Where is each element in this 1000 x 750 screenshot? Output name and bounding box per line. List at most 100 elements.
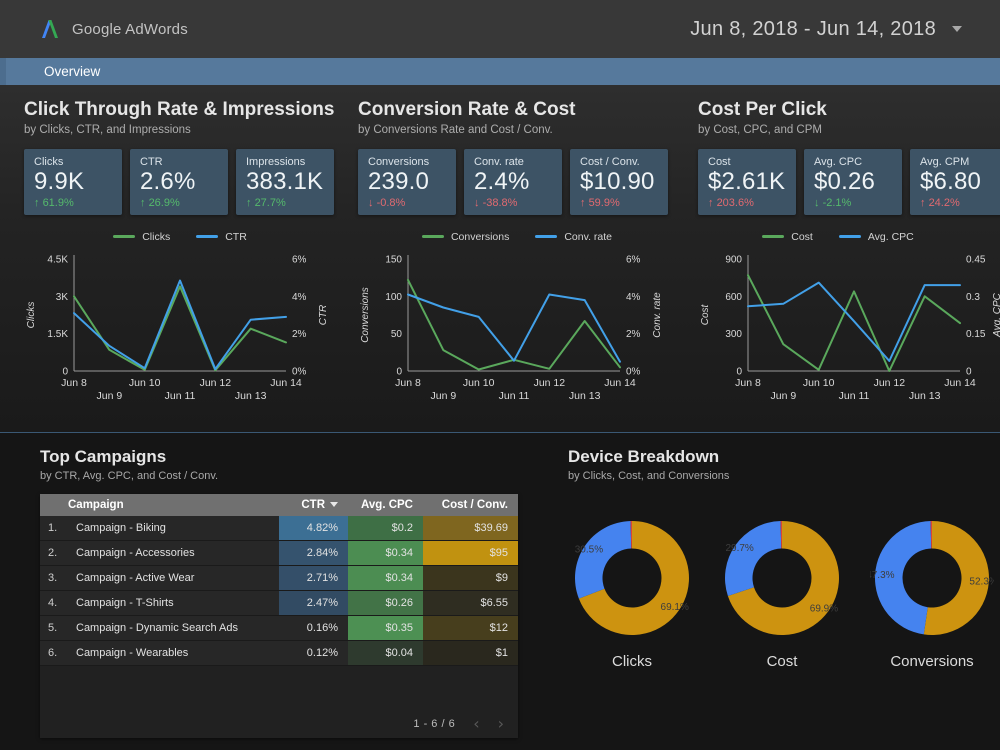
- scorecard-label: Impressions: [246, 156, 306, 168]
- scorecard-value: 2.6%: [140, 168, 196, 195]
- legend-label: Conversions: [450, 230, 510, 243]
- delta-value: 203.6%: [716, 196, 754, 209]
- scorecard-value: 9.9K: [34, 168, 85, 195]
- scorecard-label: Conv. rate: [474, 156, 524, 168]
- scorecard-cost-conv-: Cost / Conv. $10.90 ↑ 59.9%: [570, 149, 668, 215]
- row-rank: 5.: [48, 622, 58, 634]
- pagination-label: 1 - 6 / 6: [413, 718, 456, 730]
- legend-item-conv-rate: Conv. rate: [535, 231, 612, 243]
- ctr-cell: 4.82%: [279, 516, 348, 540]
- table-row: 5. Campaign - Dynamic Search Ads 0.16% $0.3…: [40, 616, 518, 641]
- section-title: Click Through Rate & Impressions: [24, 99, 335, 120]
- donut-device_conversions: 52.3% 47.3% Conversions: [866, 516, 998, 670]
- svg-text:69.9%: 69.9%: [810, 603, 838, 614]
- pagination-prev-button[interactable]: ‹: [473, 714, 480, 733]
- legend-swatch: [421, 235, 444, 239]
- column-header-cost-conv[interactable]: Cost / Conv.: [441, 499, 508, 511]
- column-header-ctr[interactable]: CTR: [279, 499, 348, 511]
- cost-conv-cell: $95: [423, 541, 518, 565]
- ctr-cell: 0.12%: [279, 641, 348, 665]
- scorecard-label: Cost / Conv.: [580, 156, 640, 168]
- campaign-cell: 4. Campaign - T-Shirts: [40, 591, 279, 615]
- campaign-cell: 6. Campaign - Wearables: [40, 641, 279, 665]
- scorecard-value: $0.26: [814, 168, 876, 195]
- svg-text:Jun 10: Jun 10: [803, 377, 835, 389]
- legend-item-avg-cpc: Avg. CPC: [838, 230, 914, 243]
- table-row: 4. Campaign - T-Shirts 2.47% $0.26 $6.55: [40, 591, 518, 616]
- scorecards-row: Cost $2.61K ↑ 203.6% Avg. CPC $0.26 ↓ -2.1% Av…: [698, 149, 1000, 215]
- top-campaigns-section: Top Campaigns by CTR, Avg. CPC, and Cost…: [40, 445, 518, 738]
- svg-text:4%: 4%: [292, 291, 307, 302]
- chevron-down-icon: [952, 26, 962, 32]
- legend-swatch: [113, 235, 136, 239]
- ctr-cell: 2.47%: [279, 591, 348, 615]
- campaign-cell: 3. Campaign - Active Wear: [40, 566, 279, 590]
- scorecard-value: 383.1K: [246, 168, 324, 195]
- tab-overview[interactable]: Overview: [44, 64, 101, 79]
- svg-text:Jun 12: Jun 12: [200, 377, 232, 389]
- column-header-campaign[interactable]: Campaign: [68, 499, 124, 511]
- legend-label: Conv. rate: [564, 230, 613, 243]
- svg-text:Jun 14: Jun 14: [270, 377, 302, 389]
- svg-text:Jun 9: Jun 9: [96, 390, 122, 402]
- legend-item-clicks: Clicks: [113, 231, 170, 243]
- arrow-up-icon: ↑: [246, 196, 255, 209]
- donut-chart-device_conversions: 52.3% 47.3%: [866, 521, 998, 635]
- svg-text:300: 300: [725, 329, 742, 340]
- svg-text:150: 150: [385, 254, 402, 265]
- scorecards-row: Conversions 239.0 ↓ -0.8% Conv. rate 2.4% ↓ -…: [358, 149, 676, 215]
- arrow-up-icon: ↑: [34, 196, 43, 209]
- campaign-cell: 5. Campaign - Dynamic Search Ads: [40, 616, 279, 640]
- svg-text:Jun 8: Jun 8: [395, 377, 421, 389]
- section-subtitle: by Clicks, CTR, and Impressions: [24, 124, 191, 136]
- delta-value: 59.9%: [588, 196, 620, 209]
- metric-section-3: Cost Per Click by Cost, CPC, and CPM Cost $…: [698, 97, 1000, 432]
- cost-conv-cell: $39.69: [423, 516, 518, 540]
- avg-cpc-cell: $0.2: [348, 516, 423, 540]
- tab-bar: Overview: [0, 58, 1000, 85]
- avg-cpc-cell: $0.26: [348, 591, 423, 615]
- arrow-down-icon: ↓: [814, 196, 823, 209]
- device-breakdown-section: Device Breakdown by Clicks, Cost, and Co…: [568, 445, 998, 738]
- legend-label: Avg. CPC: [867, 230, 914, 243]
- sort-desc-icon: [330, 502, 338, 507]
- date-range-selector[interactable]: Jun 8, 2018 - Jun 14, 2018: [690, 18, 962, 41]
- table-row: 3. Campaign - Active Wear 2.71% $0.34 $9: [40, 566, 518, 591]
- scorecard-conv-rate: Conv. rate 2.4% ↓ -38.8%: [464, 149, 562, 215]
- top-campaigns-subtitle: by CTR, Avg. CPC, and Cost / Conv.: [40, 470, 219, 482]
- adwords-logo-icon: [42, 20, 58, 38]
- svg-text:1.5K: 1.5K: [47, 329, 68, 340]
- svg-text:Jun 12: Jun 12: [874, 377, 906, 389]
- svg-text:Conv. rate: Conv. rate: [652, 291, 663, 337]
- svg-text:Jun 13: Jun 13: [235, 390, 267, 402]
- chart-legend: Conversions Conv. rate: [358, 231, 676, 243]
- donut-device_clicks: 69.1% 30.5% Clicks: [568, 516, 696, 670]
- scorecard-delta: ↑ 26.9%: [140, 197, 218, 209]
- column-header-avg-cpc[interactable]: Avg. CPC: [361, 499, 413, 511]
- pagination-next-button[interactable]: ›: [497, 714, 504, 733]
- svg-text:Jun 14: Jun 14: [604, 377, 636, 389]
- svg-text:Jun 10: Jun 10: [463, 377, 495, 389]
- svg-text:100: 100: [385, 291, 402, 302]
- row-rank: 3.: [48, 572, 58, 584]
- svg-text:600: 600: [725, 291, 742, 302]
- campaign-name: Campaign - Dynamic Search Ads: [76, 622, 239, 634]
- svg-text:4%: 4%: [626, 291, 641, 302]
- section-subtitle: by Cost, CPC, and CPM: [698, 124, 822, 136]
- scorecard-label: Conversions: [368, 156, 430, 168]
- table-filler: [40, 666, 518, 710]
- legend-swatch: [535, 235, 558, 239]
- scorecard-value: 239.0: [368, 168, 430, 195]
- svg-text:Cost: Cost: [700, 303, 711, 325]
- svg-text:0: 0: [62, 366, 68, 377]
- legend-item-conversions: Conversions: [421, 230, 510, 243]
- cost-conv-cell: $12: [423, 616, 518, 640]
- scorecard-value: $2.61K: [708, 168, 786, 195]
- svg-text:Jun 12: Jun 12: [534, 377, 566, 389]
- table-row: 2. Campaign - Accessories 2.84% $0.34 $95: [40, 541, 518, 566]
- app-header: Google AdWords Jun 8, 2018 - Jun 14, 201…: [0, 0, 1000, 58]
- svg-text:Jun 8: Jun 8: [735, 377, 761, 389]
- delta-value: 61.9%: [42, 196, 74, 209]
- scorecard-delta: ↑ 59.9%: [580, 197, 658, 209]
- arrow-up-icon: ↑: [708, 196, 717, 209]
